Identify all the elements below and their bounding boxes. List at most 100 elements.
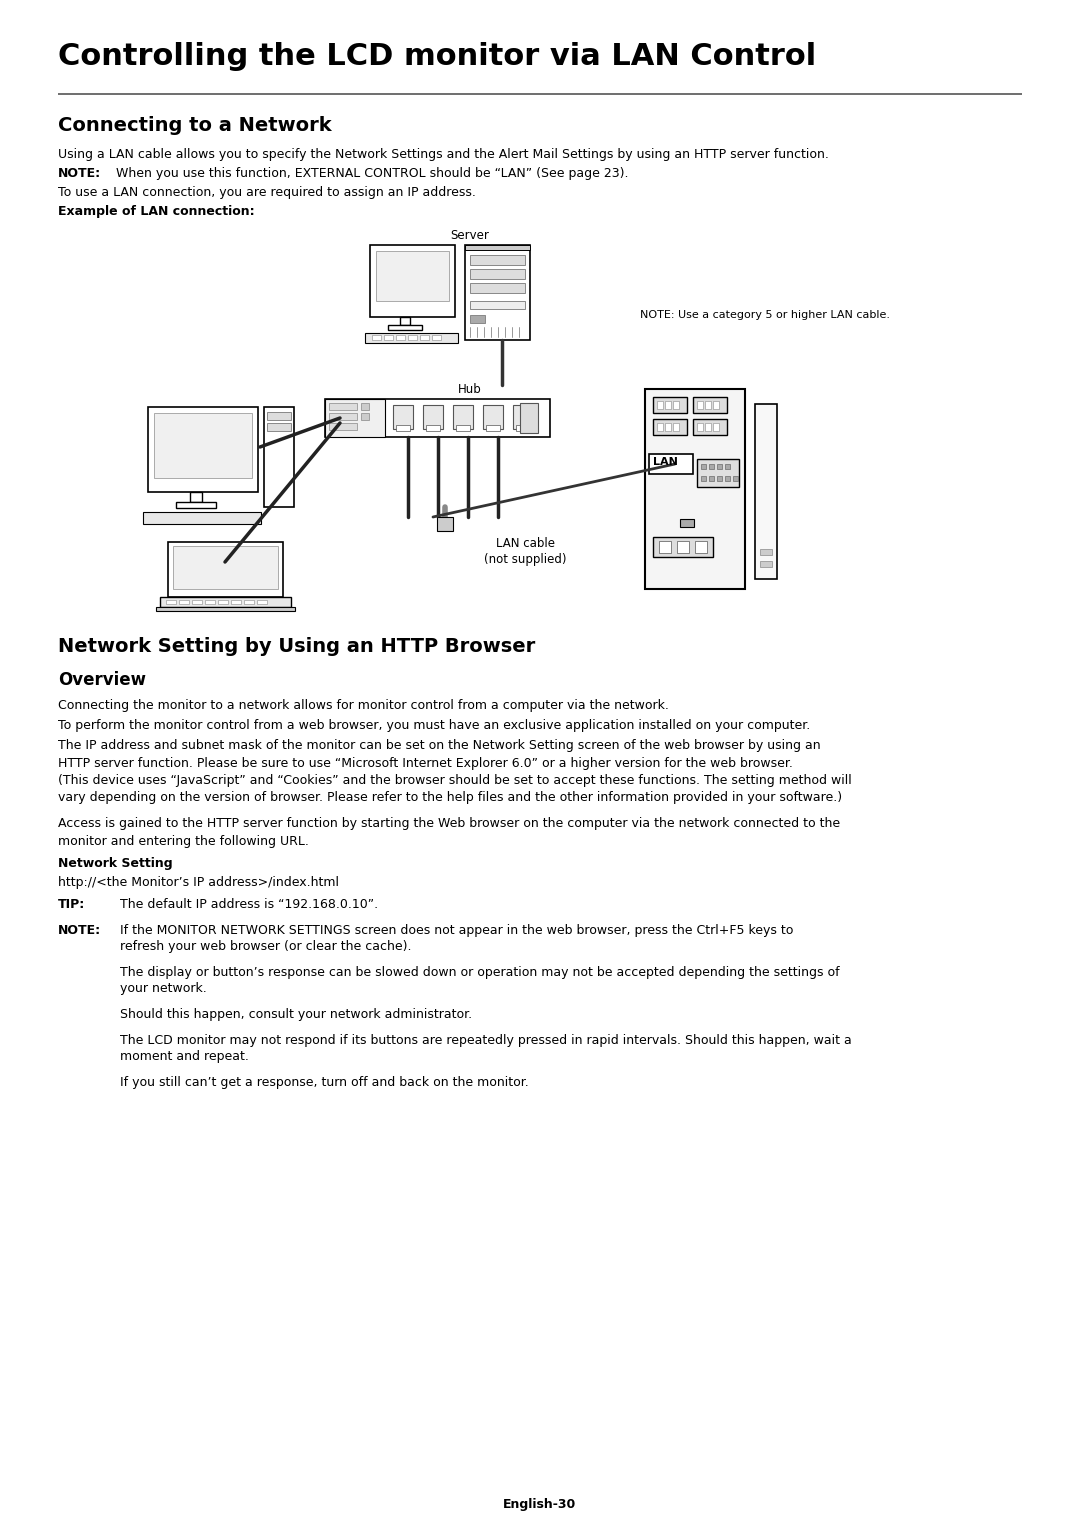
Bar — [218, 601, 228, 604]
Bar — [400, 316, 410, 325]
Text: Using a LAN cable allows you to specify the Network Settings and the Alert Mail : Using a LAN cable allows you to specify … — [58, 148, 828, 160]
Bar — [376, 251, 449, 301]
Text: LAN: LAN — [653, 457, 678, 468]
Bar — [408, 335, 417, 341]
Bar — [156, 607, 295, 611]
Bar — [665, 400, 671, 410]
Text: To use a LAN connection, you are required to assign an IP address.: To use a LAN connection, you are require… — [58, 186, 476, 199]
Bar — [470, 301, 525, 309]
Bar — [192, 601, 202, 604]
Text: Example of LAN connection:: Example of LAN connection: — [58, 205, 255, 219]
Bar — [361, 403, 369, 410]
Bar — [231, 601, 241, 604]
Bar — [713, 423, 719, 431]
Bar — [267, 413, 291, 420]
Bar — [653, 397, 687, 413]
Bar — [657, 400, 663, 410]
Bar — [760, 561, 772, 567]
Text: The IP address and subnet mask of the monitor can be set on the Network Setting : The IP address and subnet mask of the mo… — [58, 740, 852, 805]
Bar — [329, 423, 357, 429]
Bar — [173, 545, 278, 588]
Bar — [486, 425, 500, 431]
Bar — [705, 400, 711, 410]
Bar — [388, 325, 422, 330]
Bar — [483, 405, 503, 429]
Bar — [697, 458, 739, 487]
Bar — [325, 399, 384, 437]
Bar — [701, 477, 706, 481]
Bar — [423, 405, 443, 429]
Bar — [705, 423, 711, 431]
Text: If the MONITOR NETWORK SETTINGS screen does not appear in the web browser, press: If the MONITOR NETWORK SETTINGS screen d… — [120, 924, 794, 937]
Circle shape — [697, 492, 707, 503]
Bar — [697, 423, 703, 431]
Bar — [760, 549, 772, 555]
Bar — [168, 542, 283, 597]
Bar — [659, 541, 671, 553]
Text: Connecting to a Network: Connecting to a Network — [58, 116, 332, 134]
Bar — [713, 400, 719, 410]
Bar — [645, 390, 745, 588]
Text: The LCD monitor may not respond if its buttons are repeatedly pressed in rapid i: The LCD monitor may not respond if its b… — [120, 1034, 852, 1047]
Bar — [673, 400, 679, 410]
Bar — [396, 335, 405, 341]
Bar — [519, 403, 538, 432]
Bar — [680, 520, 694, 527]
Bar — [701, 465, 706, 469]
Bar — [267, 423, 291, 431]
Bar — [329, 403, 357, 410]
Bar — [516, 425, 530, 431]
Text: Overview: Overview — [58, 671, 146, 689]
Bar — [453, 405, 473, 429]
Bar — [244, 601, 254, 604]
Bar — [665, 423, 671, 431]
Bar — [370, 244, 455, 316]
Bar — [717, 465, 723, 469]
Text: Network Setting by Using an HTTP Browser: Network Setting by Using an HTTP Browser — [58, 637, 536, 656]
Bar — [465, 244, 530, 251]
Text: LAN cable
(not supplied): LAN cable (not supplied) — [484, 536, 566, 565]
Text: Network Setting: Network Setting — [58, 857, 173, 869]
Text: Should this happen, consult your network administrator.: Should this happen, consult your network… — [120, 1008, 472, 1021]
Text: To perform the monitor control from a web browser, you must have an exclusive ap: To perform the monitor control from a we… — [58, 720, 810, 732]
Bar — [693, 397, 727, 413]
Bar — [677, 541, 689, 553]
Text: If you still can’t get a response, turn off and back on the monitor.: If you still can’t get a response, turn … — [120, 1076, 529, 1089]
Bar — [437, 516, 453, 532]
Bar — [396, 425, 410, 431]
Bar — [432, 335, 441, 341]
Bar — [176, 503, 216, 507]
Bar — [361, 413, 369, 420]
Bar — [657, 423, 663, 431]
Bar — [325, 399, 550, 437]
Text: Hub: Hub — [458, 384, 482, 396]
Bar — [513, 405, 534, 429]
Bar — [393, 405, 413, 429]
Bar — [693, 419, 727, 435]
Bar — [257, 601, 267, 604]
Bar — [465, 244, 530, 341]
Bar — [725, 477, 730, 481]
Bar — [708, 477, 714, 481]
Bar — [384, 335, 393, 341]
Bar — [148, 406, 258, 492]
Bar — [653, 536, 713, 558]
Bar — [365, 333, 458, 342]
Text: Access is gained to the HTTP server function by starting the Web browser on the : Access is gained to the HTTP server func… — [58, 817, 840, 848]
Text: NOTE: Use a category 5 or higher LAN cable.: NOTE: Use a category 5 or higher LAN cab… — [640, 310, 890, 319]
Bar — [470, 315, 485, 322]
Text: your network.: your network. — [120, 983, 206, 995]
Text: When you use this function, EXTERNAL CONTROL should be “LAN” (See page 23).: When you use this function, EXTERNAL CON… — [108, 167, 629, 180]
Text: Connecting the monitor to a network allows for monitor control from a computer v: Connecting the monitor to a network allo… — [58, 698, 669, 712]
Bar — [470, 269, 525, 280]
Bar — [143, 512, 261, 524]
Bar — [755, 403, 777, 579]
Bar — [733, 477, 738, 481]
Text: NOTE:: NOTE: — [58, 167, 102, 180]
Bar — [673, 423, 679, 431]
Text: moment and repeat.: moment and repeat. — [120, 1050, 248, 1063]
Bar — [264, 406, 294, 507]
Bar — [420, 335, 429, 341]
Circle shape — [662, 492, 672, 503]
Bar — [696, 541, 707, 553]
